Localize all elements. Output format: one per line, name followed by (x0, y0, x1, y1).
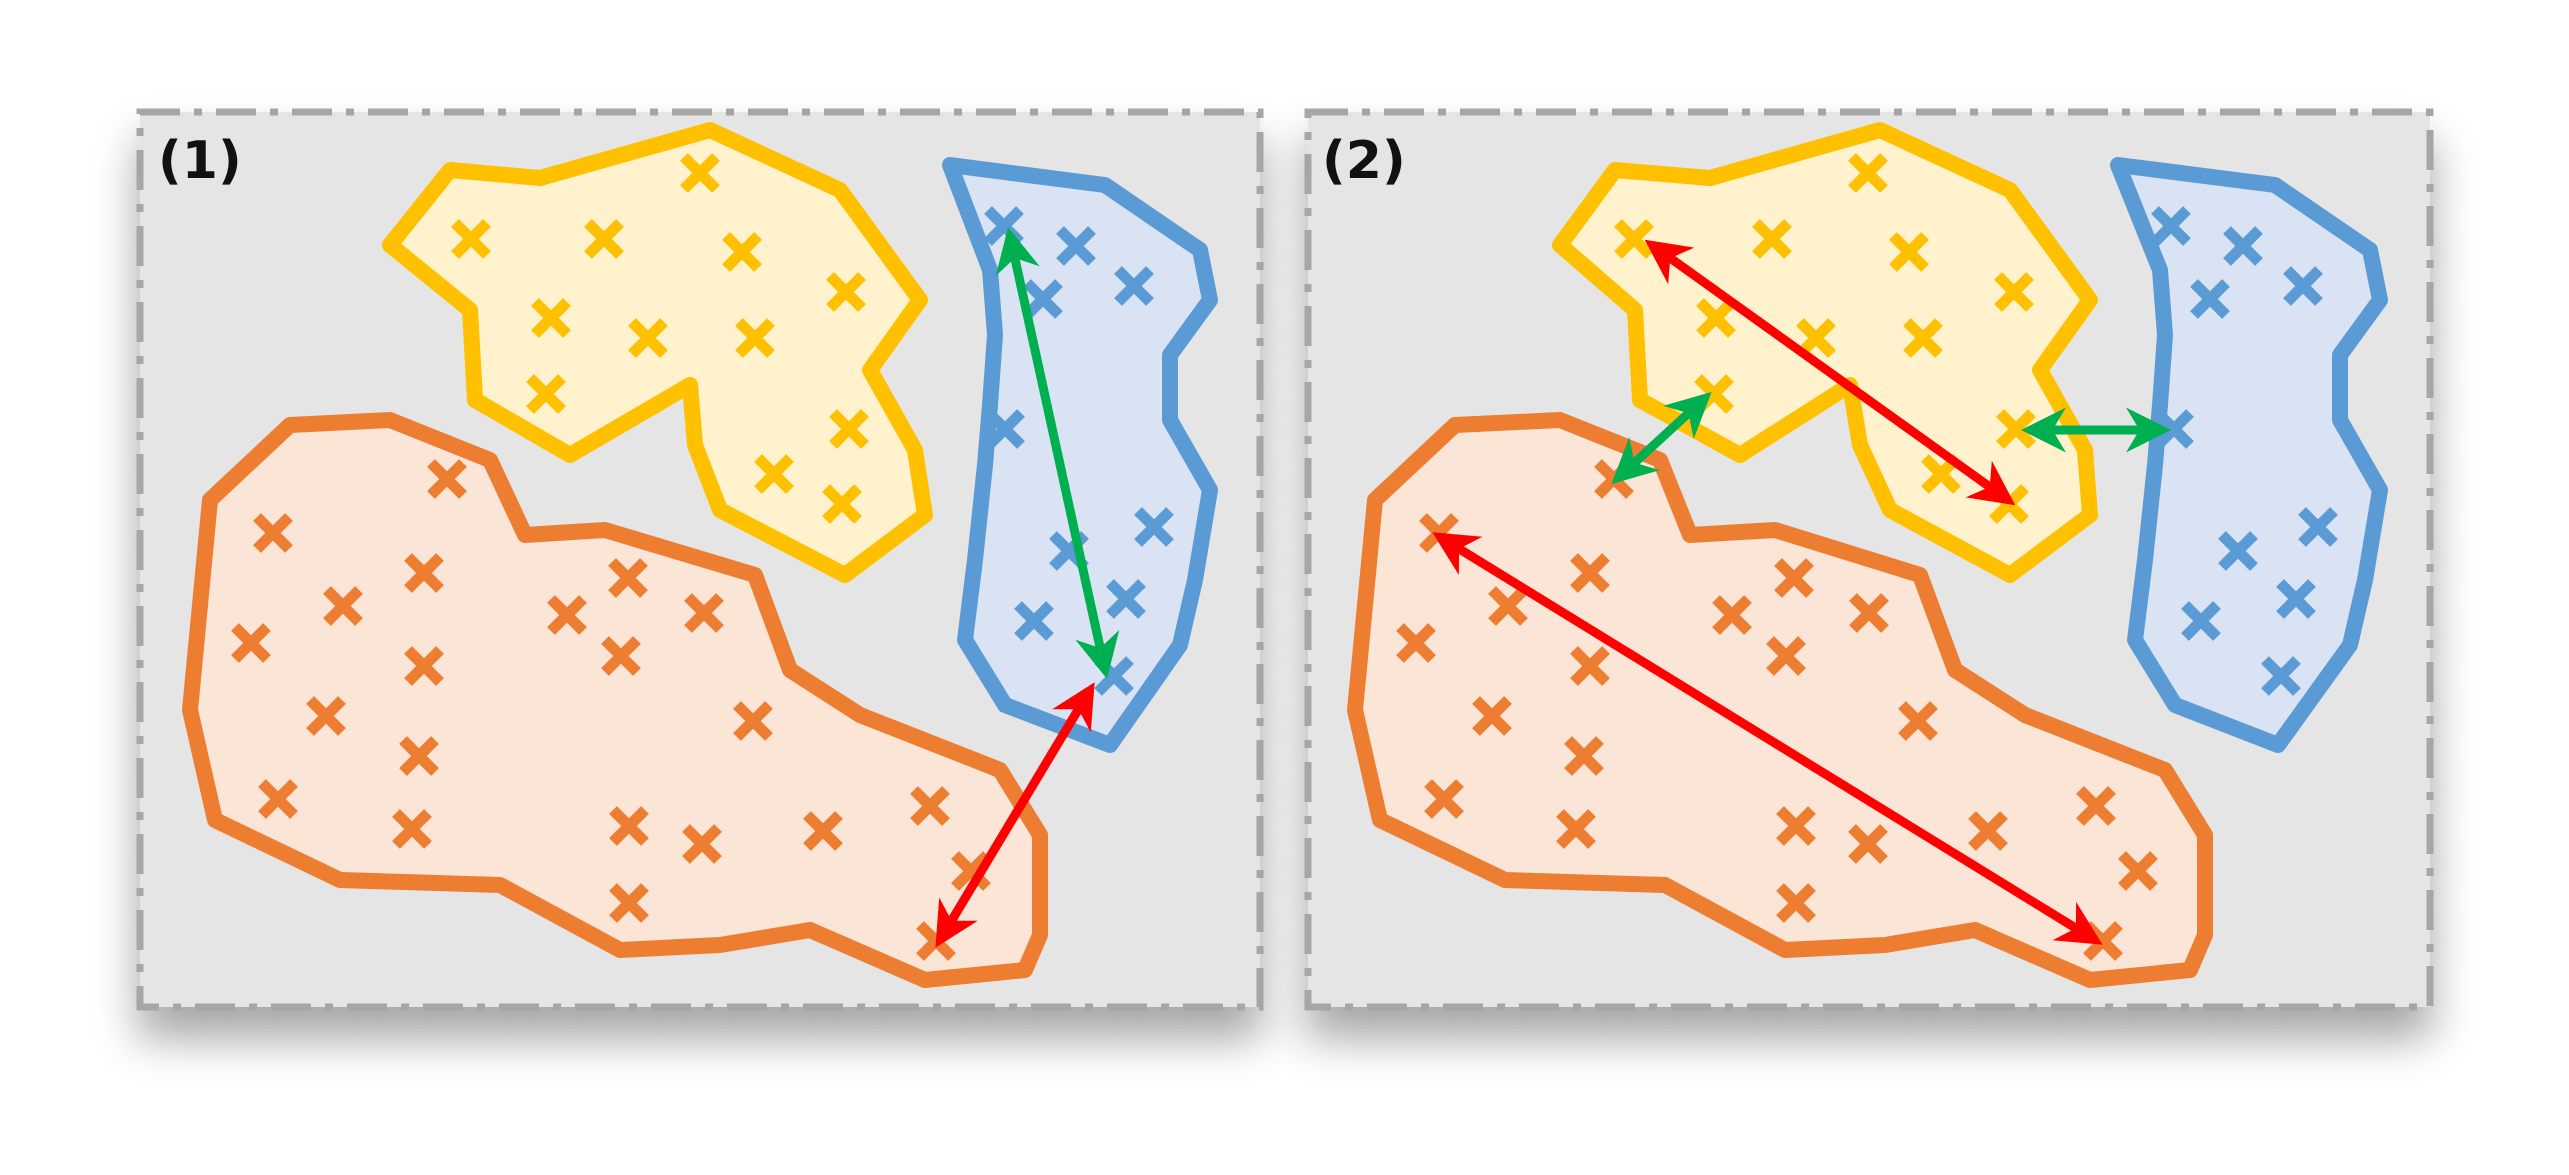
x-mark-icon (2181, 601, 2221, 641)
x-mark-icon (399, 736, 439, 776)
x-mark-icon (735, 318, 775, 358)
x-mark-icon (547, 595, 587, 635)
x-mark-icon (392, 809, 432, 849)
x-mark-icon (2218, 531, 2258, 571)
x-mark-icon (253, 513, 293, 553)
x-mark-icon (2190, 279, 2230, 319)
x-mark-icon (680, 153, 720, 193)
x-mark-icon (2223, 226, 2263, 266)
red-arrow (1432, 532, 2103, 945)
x-mark-icon (1134, 507, 1174, 547)
yellow-points (451, 153, 869, 524)
x-mark-icon (451, 219, 491, 259)
x-mark-icon (323, 586, 363, 626)
x-mark-icon (1848, 153, 1888, 193)
x-mark-icon (609, 806, 649, 846)
x-mark-icon (2118, 851, 2158, 891)
panel-2: (2) (1304, 108, 2434, 1011)
x-mark-icon (306, 696, 346, 736)
x-mark-icon (682, 824, 722, 864)
x-mark-icon (829, 409, 869, 449)
red-arrow (1644, 239, 2016, 506)
x-mark-icon (258, 779, 298, 819)
x-mark-icon (803, 811, 843, 851)
x-mark-icon (231, 623, 271, 663)
panel-2-label: (2) (1322, 131, 1406, 191)
x-mark-icon (2261, 656, 2301, 696)
x-mark-icon (2151, 206, 2191, 246)
x-mark-icon (608, 558, 648, 598)
panel-1-label: (1) (158, 131, 242, 191)
x-mark-icon (1114, 266, 1154, 306)
blue-points (2151, 206, 2338, 696)
x-mark-icon (1614, 219, 1654, 259)
x-mark-icon (2283, 266, 2323, 306)
x-mark-icon (531, 298, 571, 338)
x-mark-icon (2276, 579, 2316, 619)
red-arrow (935, 682, 1095, 948)
x-mark-icon (601, 636, 641, 676)
x-mark-icon (427, 459, 467, 499)
x-mark-icon (822, 484, 862, 524)
panel-1: (1) (136, 108, 1264, 1011)
green-arrow (995, 227, 1120, 679)
x-mark-icon (733, 701, 773, 741)
x-mark-icon (1396, 623, 1436, 663)
x-mark-icon (826, 272, 866, 312)
x-mark-icon (722, 232, 762, 272)
x-mark-icon (684, 593, 724, 633)
x-mark-icon (2298, 507, 2338, 547)
green-arrow (1611, 391, 1712, 485)
x-mark-icon (754, 454, 794, 494)
x-mark-icon (628, 318, 668, 358)
x-mark-icon (609, 883, 649, 923)
x-mark-icon (526, 374, 566, 414)
x-mark-icon (584, 219, 624, 259)
x-mark-icon (404, 553, 444, 593)
x-mark-icon (404, 646, 444, 686)
blue-cluster (2110, 157, 2388, 753)
